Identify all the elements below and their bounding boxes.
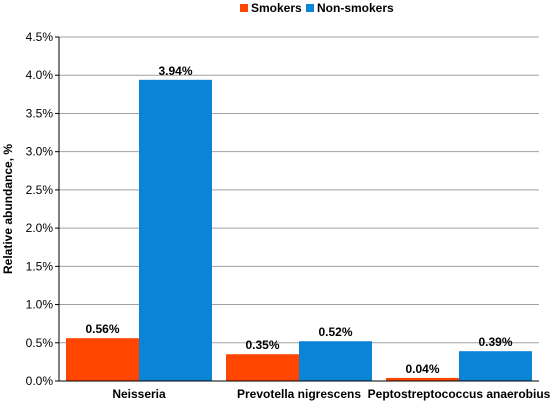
x-axis-categories: Neisseria Prevotella nigrescens Peptostrep… (112, 387, 550, 401)
data-label: 0.35% (245, 338, 279, 352)
bar-non-smokers (459, 351, 532, 381)
legend-swatch (306, 4, 314, 12)
bars (66, 79, 532, 381)
legend-label: Smokers (251, 1, 302, 15)
y-axis-label: Relative abundance, % (1, 144, 15, 274)
bar-smokers (66, 338, 139, 381)
bar-smokers (386, 377, 459, 381)
legend-swatch (240, 4, 248, 12)
y-tick-label: 2.0% (26, 221, 54, 235)
data-label: 0.04% (405, 362, 439, 376)
data-labels: 0.56% 3.94% 0.35% 0.52% 0.04% 0.39% (85, 64, 512, 376)
y-tick-label: 4.0% (26, 68, 54, 82)
bar-non-smokers (139, 79, 212, 381)
y-tick-label: 1.0% (26, 298, 54, 312)
category-label: Prevotella nigrescens (237, 387, 361, 401)
data-label: 0.52% (318, 325, 352, 339)
bar-non-smokers (299, 341, 372, 381)
legend: Smokers Non-smokers (240, 1, 394, 15)
data-label: 0.39% (478, 335, 512, 349)
y-tick-label: 0.0% (26, 374, 54, 388)
data-label: 0.56% (85, 322, 119, 336)
y-tick-label: 3.5% (26, 106, 54, 120)
y-axis-ticks: 0.0% 0.5% 1.0% 1.5% 2.0% 2.5% 3.0% 3.5% 4.0% 4.5% (26, 30, 59, 388)
legend-label: Non-smokers (317, 1, 394, 15)
bar-smokers (226, 354, 299, 381)
y-tick-label: 2.5% (26, 183, 54, 197)
y-tick-label: 0.5% (26, 336, 54, 350)
category-label: Neisseria (112, 387, 166, 401)
data-label: 3.94% (158, 64, 192, 78)
y-tick-label: 1.5% (26, 259, 54, 273)
gridlines (59, 36, 539, 344)
category-label: Peptostreptococcus anaerobius (368, 387, 550, 401)
y-tick-label: 4.5% (26, 30, 54, 44)
y-tick-label: 3.0% (26, 145, 54, 159)
